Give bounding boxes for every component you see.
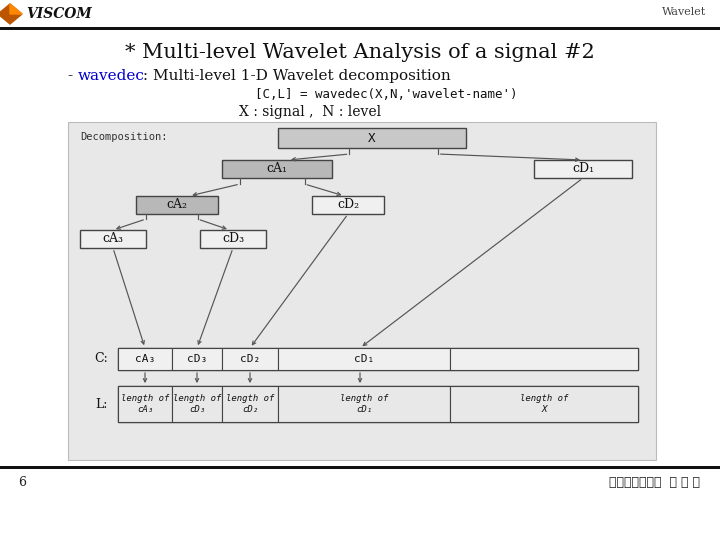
- Bar: [278, 128, 466, 148]
- Bar: [222, 160, 332, 178]
- Bar: [118, 348, 172, 370]
- Text: [C,L] = wavedec(X,N,'wavelet-name'): [C,L] = wavedec(X,N,'wavelet-name'): [255, 89, 518, 102]
- Text: -: -: [68, 69, 78, 83]
- Polygon shape: [10, 4, 22, 14]
- Text: length of
cD₃: length of cD₃: [173, 394, 221, 414]
- Text: * Multi-level Wavelet Analysis of a signal #2: * Multi-level Wavelet Analysis of a sign…: [125, 43, 595, 62]
- Bar: [450, 386, 638, 422]
- Bar: [118, 386, 172, 422]
- Text: cA₂: cA₂: [166, 199, 187, 212]
- Text: Wavelet: Wavelet: [662, 7, 706, 17]
- Text: length of
cD₂: length of cD₂: [226, 394, 274, 414]
- Bar: [0, 466, 720, 469]
- Text: : Multi-level 1-D Wavelet decomposition: : Multi-level 1-D Wavelet decomposition: [138, 69, 451, 83]
- Text: cD₃: cD₃: [187, 354, 207, 364]
- Bar: [278, 348, 450, 370]
- Text: cA₁: cA₁: [266, 163, 287, 176]
- Text: VISCOM: VISCOM: [26, 7, 91, 21]
- Bar: [222, 348, 278, 370]
- Bar: [80, 230, 146, 248]
- Text: cD₂: cD₂: [337, 199, 359, 212]
- Bar: [172, 386, 222, 422]
- Bar: [0, 27, 720, 30]
- Text: L:: L:: [96, 397, 108, 410]
- Bar: [534, 160, 632, 178]
- Bar: [278, 386, 450, 422]
- Text: cD₁: cD₁: [572, 163, 594, 176]
- Text: length of
cD₁: length of cD₁: [340, 394, 388, 414]
- Text: Decomposition:: Decomposition:: [80, 132, 168, 142]
- Bar: [172, 348, 222, 370]
- Text: 영상통신연구실  박 원 배: 영상통신연구실 박 원 배: [609, 476, 700, 489]
- Polygon shape: [0, 4, 22, 24]
- Text: wavedec: wavedec: [78, 69, 145, 83]
- Text: length of
cA₃: length of cA₃: [121, 394, 169, 414]
- Bar: [118, 348, 638, 370]
- Bar: [136, 196, 218, 214]
- Bar: [450, 348, 638, 370]
- Bar: [200, 230, 266, 248]
- Text: C:: C:: [94, 353, 108, 366]
- Text: cD₁: cD₁: [354, 354, 374, 364]
- Text: cD₂: cD₂: [240, 354, 260, 364]
- Bar: [222, 386, 278, 422]
- Text: 6: 6: [18, 476, 26, 489]
- Text: cD₃: cD₃: [222, 233, 244, 246]
- Text: X : signal ,  N : level: X : signal , N : level: [239, 105, 381, 119]
- Text: cA₃: cA₃: [102, 233, 124, 246]
- Bar: [118, 386, 638, 422]
- Bar: [68, 122, 656, 460]
- Text: cA₃: cA₃: [135, 354, 155, 364]
- Text: length of
X: length of X: [520, 394, 568, 414]
- Bar: [312, 196, 384, 214]
- Text: X: X: [368, 132, 376, 145]
